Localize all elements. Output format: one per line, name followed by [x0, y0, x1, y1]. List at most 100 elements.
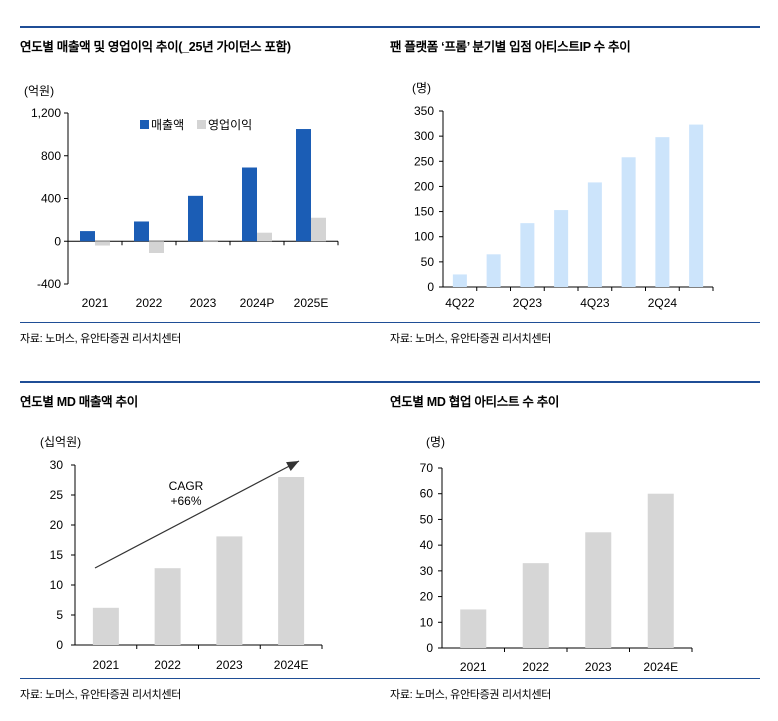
- y-tick-label: 30: [50, 458, 64, 472]
- chart-title: 연도별 MD 협업 아티스트 수 추이: [390, 395, 560, 409]
- chart-title: 연도별 매출액 및 영업이익 추이(_25년 가이던스 포함): [20, 40, 291, 54]
- y-tick-label: 800: [41, 149, 61, 163]
- y-tick-label: 400: [41, 192, 61, 206]
- y-tick-label: 350: [414, 104, 434, 118]
- y-tick-label: 70: [420, 461, 434, 475]
- md-revenue-bar: [278, 477, 305, 645]
- revenue-bar: [80, 231, 95, 242]
- md-revenue-bar: [216, 536, 243, 645]
- y-tick-label: 30: [420, 564, 434, 578]
- panel-top-rule: [390, 26, 760, 28]
- y-tick-label: 10: [50, 578, 64, 592]
- artist-ip-bar: [452, 274, 467, 287]
- x-tick-label: 2023: [585, 660, 612, 674]
- md-revenue-chart: (십억원) 30 25 20 15 10 5 0 2021 2022 2023 2024E CAGR+…: [40, 435, 323, 672]
- y-tick-label: 0: [427, 280, 434, 294]
- chart-title: 팬 플랫폼 ‘프롬’ 분기별 입점 아티스트IP 수 추이: [390, 40, 631, 54]
- unit-label: (십억원): [40, 435, 81, 449]
- x-tick-label: 2023: [216, 658, 243, 672]
- cagr-arrow-line: [94, 460, 300, 569]
- x-tick-label: 2021: [82, 296, 109, 310]
- x-tick-label: 2021: [93, 658, 120, 672]
- op-profit-bar: [311, 217, 326, 242]
- md-artists-bar: [585, 532, 612, 648]
- x-tick-label: 2Q23: [513, 296, 543, 310]
- artist-ip-bar: [554, 210, 569, 287]
- x-tick-label: 2022: [154, 658, 181, 672]
- y-tick-label: 10: [420, 615, 434, 629]
- panel-md-artists: 연도별 MD 협업 아티스트 수 추이 (명) 70 60 50 40 30 20 10 0 2…: [390, 381, 760, 721]
- unit-label: (억원): [24, 84, 54, 98]
- artist-ip-bar: [689, 124, 704, 287]
- y-tick-label: 1,200: [31, 106, 61, 120]
- y-tick-label: 300: [414, 129, 434, 143]
- artist-ip-bar: [520, 223, 535, 287]
- panel-bottom-rule: [20, 322, 390, 323]
- panel-top-rule: [390, 381, 760, 383]
- md-artists-bar: [522, 563, 549, 648]
- artist-ip-bar: [655, 137, 670, 287]
- y-tick-label: 200: [414, 179, 434, 193]
- y-tick-label: 20: [420, 590, 434, 604]
- y-tick-label: 5: [56, 608, 63, 622]
- x-tick-label: 4Q23: [580, 296, 610, 310]
- x-tick-label: 2024E: [274, 658, 309, 672]
- md-revenue-bar: [92, 607, 119, 645]
- source-note: 자료: 노머스, 유안타증권 리서치센터: [390, 333, 552, 345]
- panel-bottom-rule: [390, 322, 760, 323]
- x-tick-label: 4Q22: [445, 296, 475, 310]
- op-profit-bar: [257, 232, 272, 242]
- revenue-op-profit-chart: (억원) 1,200 800 400 0 -400 2021 2022 2023 2024P 20…: [24, 84, 339, 310]
- artist-ip-chart: (명) 350 300 250 200 150 100 50 0 4Q22 2Q23 4Q23 2Q2…: [412, 81, 714, 310]
- legend-label-revenue: 매출액: [151, 118, 184, 132]
- op-profit-bar: [95, 241, 110, 246]
- x-tick-label: 2022: [522, 660, 549, 674]
- y-tick-label: 0: [56, 638, 63, 652]
- cagr-value: +66%: [170, 494, 201, 508]
- op-profit-bar: [149, 241, 164, 254]
- y-tick-label: -400: [37, 277, 61, 291]
- x-tick-label: 2024E: [643, 660, 678, 674]
- y-tick-label: 20: [50, 518, 64, 532]
- legend-swatch-op-profit: [197, 120, 206, 129]
- md-artists-chart: (명) 70 60 50 40 30 20 10 0 2021 2022 2023 2024E: [420, 435, 693, 674]
- revenue-bar: [242, 167, 257, 242]
- cagr-label: CAGR: [169, 479, 204, 493]
- legend-swatch-revenue: [140, 120, 149, 129]
- x-tick-label: 2023: [190, 296, 217, 310]
- y-tick-label: 50: [421, 255, 435, 269]
- panel-md-revenue: 연도별 MD 매출액 추이 (십억원) 30 25 20 15 10 5 0 2021 2022…: [20, 381, 390, 721]
- y-tick-label: 0: [426, 641, 433, 655]
- panel-revenue-op-profit: 연도별 매출액 및 영업이익 추이(_25년 가이던스 포함) (억원) 1,2…: [20, 26, 390, 366]
- artist-ip-bar: [486, 254, 501, 287]
- x-tick-label: 2025E: [294, 296, 329, 310]
- y-tick-label: 150: [414, 205, 434, 219]
- x-tick-label: 2021: [460, 660, 487, 674]
- panel-artist-ip: 팬 플랫폼 ‘프롬’ 분기별 입점 아티스트IP 수 추이 (명) 350 300…: [390, 26, 760, 366]
- panel-top-rule: [20, 381, 390, 383]
- panel-top-rule: [20, 26, 390, 28]
- chart-title: 연도별 MD 매출액 추이: [20, 395, 138, 409]
- x-tick-label: 2022: [136, 296, 163, 310]
- source-note: 자료: 노머스, 유안타증권 리서치센터: [20, 333, 182, 345]
- md-revenue-bar: [154, 568, 181, 645]
- y-tick-label: 40: [420, 538, 434, 552]
- md-artists-bar: [460, 609, 487, 648]
- unit-label: (명): [412, 81, 431, 95]
- y-tick-label: 100: [414, 230, 434, 244]
- md-artists-bar: [647, 493, 674, 648]
- panel-bottom-rule: [20, 678, 390, 679]
- y-tick-label: 250: [414, 154, 434, 168]
- y-tick-label: 15: [50, 548, 64, 562]
- revenue-bar: [134, 221, 149, 242]
- source-note: 자료: 노머스, 유안타증권 리서치센터: [20, 689, 182, 701]
- legend-label-op-profit: 영업이익: [208, 118, 252, 132]
- y-tick-label: 25: [50, 488, 64, 502]
- op-profit-bar: [203, 241, 218, 243]
- artist-ip-bar: [621, 157, 636, 287]
- x-tick-label: 2024P: [240, 296, 275, 310]
- cagr-arrow-head: [286, 461, 299, 472]
- unit-label: (명): [426, 435, 445, 449]
- y-tick-label: 60: [420, 487, 434, 501]
- source-note: 자료: 노머스, 유안타증권 리서치센터: [390, 689, 552, 701]
